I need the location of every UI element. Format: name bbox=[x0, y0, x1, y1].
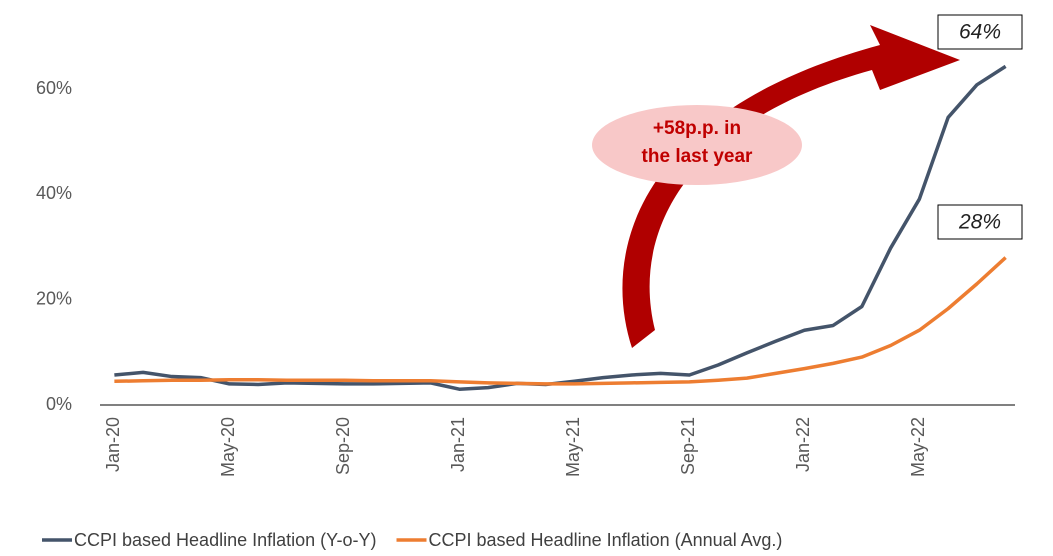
x-tick-label: May-20 bbox=[218, 417, 238, 477]
x-tick-label: Jan-21 bbox=[448, 417, 468, 472]
x-tick-label: Jan-20 bbox=[103, 417, 123, 472]
callout-bubble bbox=[592, 105, 802, 185]
callout-text: +58p.p. in bbox=[653, 118, 741, 139]
y-tick-label: 40% bbox=[36, 183, 72, 203]
x-tick-label: Sep-20 bbox=[333, 417, 353, 475]
x-tick-label: Sep-21 bbox=[678, 417, 698, 475]
legend-label: CCPI based Headline Inflation (Y-o-Y) bbox=[74, 530, 377, 550]
y-tick-label: 0% bbox=[46, 394, 72, 414]
x-tick-label: May-22 bbox=[908, 417, 928, 477]
x-tick-label: May-21 bbox=[563, 417, 583, 477]
y-tick-label: 60% bbox=[36, 78, 72, 98]
annotation: 28% bbox=[958, 211, 1001, 234]
callout-text: the last year bbox=[642, 146, 753, 167]
y-tick-label: 20% bbox=[36, 288, 72, 308]
line bbox=[114, 256, 1007, 386]
line bbox=[114, 64, 1007, 391]
annotation: 64% bbox=[959, 21, 1001, 44]
x-tick-label: Jan-22 bbox=[793, 417, 813, 472]
legend-label: CCPI based Headline Inflation (Annual Av… bbox=[429, 530, 783, 550]
annotation-box bbox=[937, 14, 1023, 50]
annotation-box bbox=[937, 204, 1023, 240]
callout-arrow bbox=[622, 25, 960, 348]
